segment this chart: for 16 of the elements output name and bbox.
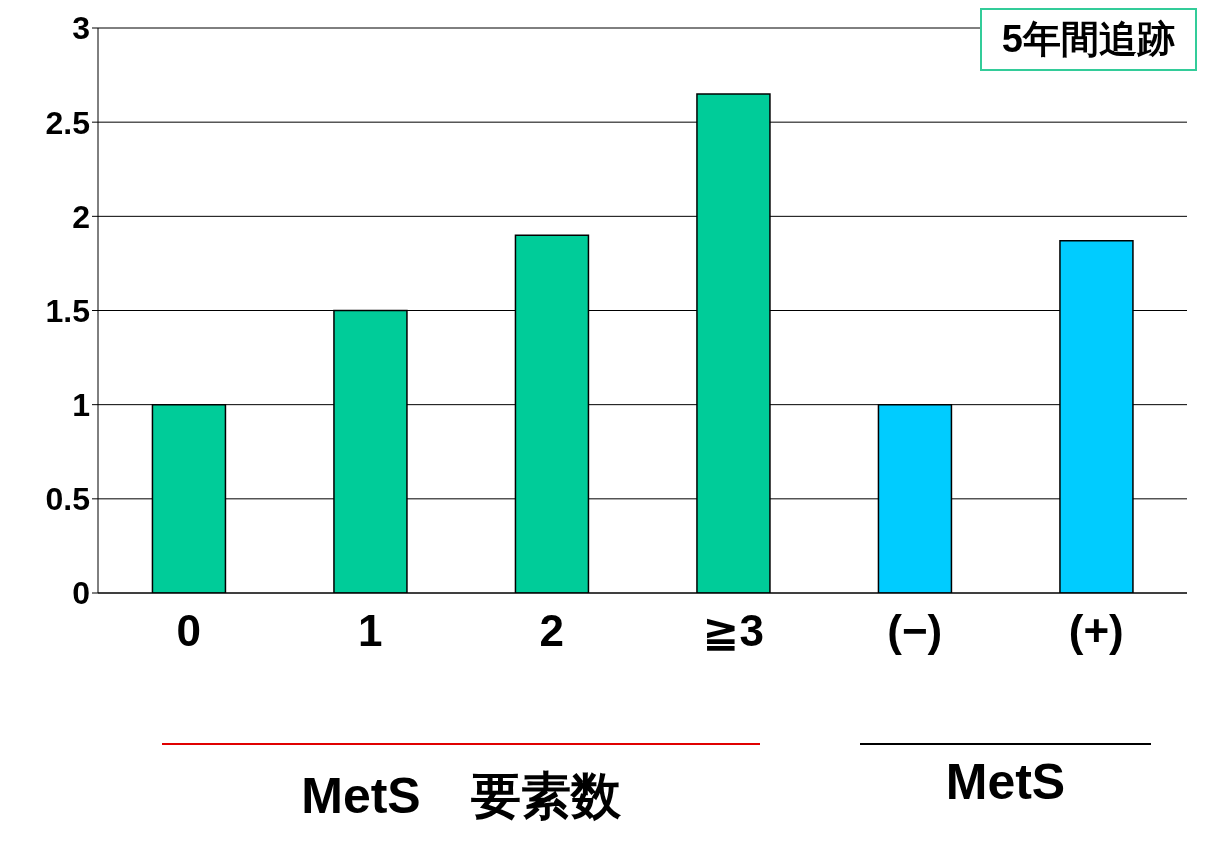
- y-tick-label: 1.5: [45, 292, 90, 329]
- x-tick-label: 0: [176, 606, 201, 656]
- y-tick-label: 0.5: [45, 481, 90, 518]
- y-tick-label: 3: [72, 10, 90, 47]
- x-tick-label: ≧3: [702, 606, 764, 656]
- text: MetS 要素数: [300, 767, 622, 826]
- annotation: 5年間追跡: [979, 8, 1197, 71]
- y-tick-label: 0: [72, 575, 90, 612]
- y-tick-label: 2.5: [45, 104, 90, 141]
- x-tick-label: 1: [358, 606, 383, 656]
- x-tick-label: (+): [1068, 606, 1124, 656]
- x-tick-label: 2: [539, 606, 564, 656]
- x-tick-label: (−): [887, 606, 943, 656]
- text: MetS: [944, 753, 1067, 811]
- y-tick-label: 1: [72, 387, 90, 424]
- y-tick-label: 2: [72, 198, 90, 235]
